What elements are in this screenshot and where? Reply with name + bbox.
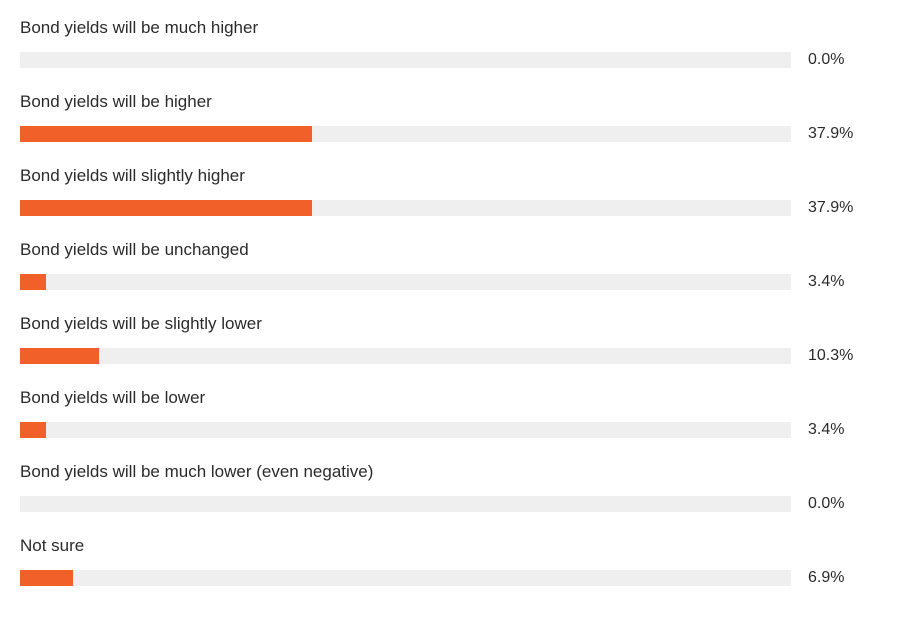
option-label: Not sure — [20, 536, 85, 555]
result-row: Not sure 6.9% — [0, 518, 900, 592]
percentage-value: 3.4% — [808, 273, 845, 290]
bar-fill — [20, 348, 100, 364]
option-label: Bond yields will be unchanged — [20, 240, 249, 259]
percentage-value: 10.3% — [808, 347, 854, 364]
bar-fill — [20, 200, 313, 216]
percentage-value: 6.9% — [808, 569, 845, 586]
percentage-value: 37.9% — [808, 199, 854, 216]
result-row: Bond yields will be much higher 0.0% — [0, 0, 900, 74]
bar-track — [20, 52, 791, 68]
result-row: Bond yields will be unchanged 3.4% — [0, 222, 900, 296]
bar-track — [20, 126, 791, 142]
percentage-value: 3.4% — [808, 421, 845, 438]
result-row: Bond yields will be lower 3.4% — [0, 370, 900, 444]
percentage-value: 0.0% — [808, 51, 845, 68]
bar-fill — [20, 422, 47, 438]
bar-track — [20, 200, 791, 216]
percentage-value: 37.9% — [808, 125, 854, 142]
bar-fill — [20, 126, 313, 142]
result-row: Bond yields will be higher 37.9% — [0, 74, 900, 148]
bar-fill — [20, 274, 47, 290]
result-row: Bond yields will slightly higher 37.9% — [0, 148, 900, 222]
bar-track — [20, 570, 791, 586]
bar-track — [20, 274, 791, 290]
bar-track — [20, 348, 791, 364]
bar-track — [20, 496, 791, 512]
result-row: Bond yields will be slightly lower 10.3% — [0, 296, 900, 370]
option-label: Bond yields will be higher — [20, 92, 212, 111]
option-label: Bond yields will be much higher — [20, 18, 259, 37]
bar-track — [20, 422, 791, 438]
percentage-value: 0.0% — [808, 495, 845, 512]
option-label: Bond yields will be slightly lower — [20, 314, 262, 333]
result-row: Bond yields will be much lower (even neg… — [0, 444, 900, 518]
option-label: Bond yields will slightly higher — [20, 166, 245, 185]
option-label: Bond yields will be lower — [20, 388, 206, 407]
option-label: Bond yields will be much lower (even neg… — [20, 462, 374, 481]
bar-fill — [20, 570, 74, 586]
